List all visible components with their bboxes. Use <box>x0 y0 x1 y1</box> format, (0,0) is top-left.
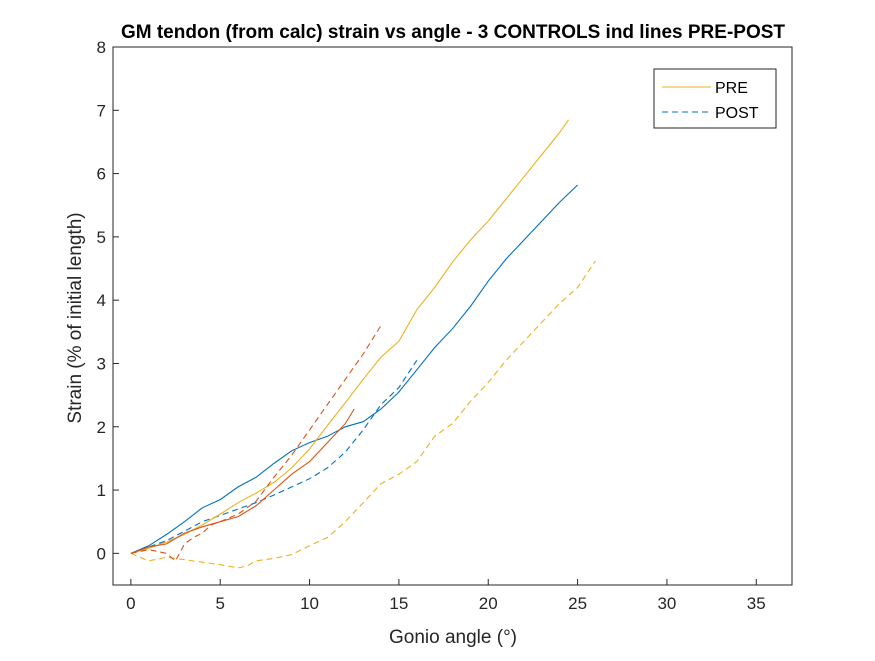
legend: PRE POST <box>653 68 777 129</box>
y-tick-label: 1 <box>97 481 106 500</box>
series-line-4 <box>130 408 355 554</box>
plot-frame <box>112 46 793 586</box>
y-tick-label: 7 <box>97 101 106 120</box>
x-tick-label: 20 <box>479 594 498 613</box>
series-line-0 <box>130 184 578 554</box>
x-tick-label: 35 <box>747 594 766 613</box>
y-tick-label: 3 <box>97 354 106 373</box>
y-tick-label: 5 <box>97 228 106 247</box>
y-axis-label: Strain (% of initial length) <box>65 212 86 423</box>
x-tick-label: 0 <box>126 594 135 613</box>
series-line-5 <box>130 325 382 562</box>
x-tick-label: 30 <box>657 594 676 613</box>
chart-title: GM tendon (from calc) strain vs angle - … <box>121 22 785 43</box>
x-tick-label: 25 <box>568 594 587 613</box>
legend-label-post: POST <box>715 105 759 122</box>
x-axis-label: Gonio angle (°) <box>389 627 517 648</box>
y-tick-label: 8 <box>97 38 106 57</box>
x-axis-ticks: 0 5 10 15 20 25 30 35 <box>126 579 766 613</box>
legend-box <box>653 68 777 129</box>
x-tick-label: 15 <box>389 594 408 613</box>
y-tick-label: 6 <box>97 165 106 184</box>
series-line-2 <box>130 119 570 554</box>
x-tick-label: 10 <box>300 594 319 613</box>
x-tick-label: 5 <box>215 594 224 613</box>
y-tick-label: 0 <box>97 544 106 563</box>
y-tick-label: 4 <box>97 291 106 310</box>
y-axis-ticks: 0 1 2 3 4 5 6 7 8 <box>97 38 119 563</box>
legend-label-pre: PRE <box>715 80 748 97</box>
y-tick-label: 2 <box>97 418 106 437</box>
series-line-3 <box>130 260 596 569</box>
series-line-1 <box>130 359 418 554</box>
plot-lines <box>130 119 596 569</box>
